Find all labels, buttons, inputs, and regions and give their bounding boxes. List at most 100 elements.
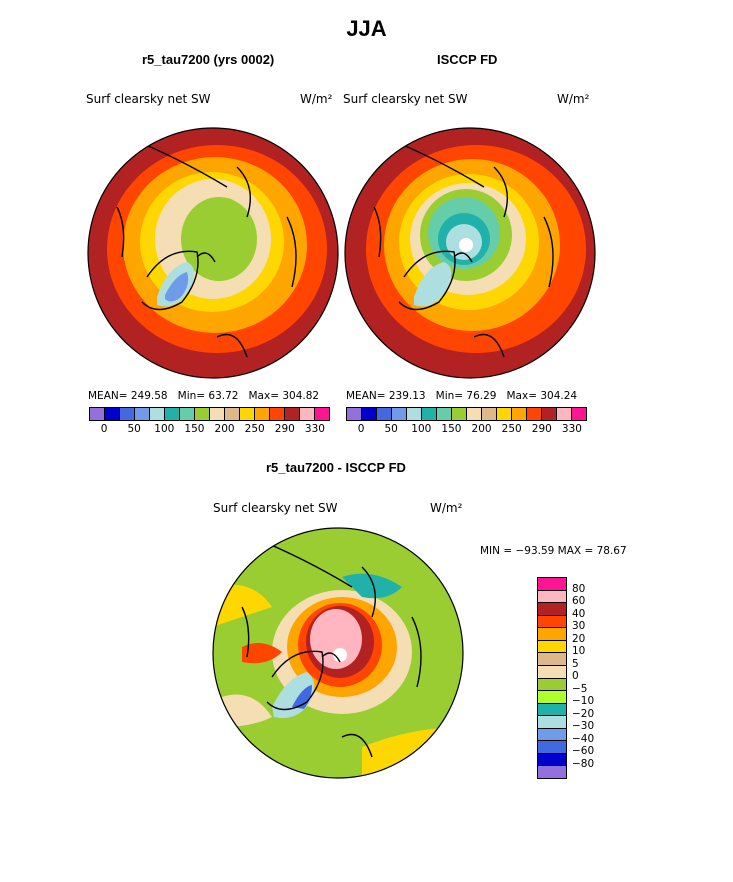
colorbar-tick-label: 150 [184,423,205,435]
colorbar-tick-label: 5 [572,657,579,670]
diff-panel-units: W/m² [430,501,463,515]
colorbar-swatch [538,728,566,742]
left-min-value: 63.72 [208,390,239,402]
colorbar-swatch [120,408,135,420]
diff-colorbar-swatches [537,577,567,779]
colorbar-swatch [538,741,566,754]
diff-minmax: MIN = −93.59 MAX = 78.67 [480,545,627,557]
right-max-label: Max= [506,390,538,402]
colorbar-swatch [538,603,566,616]
colorbar-swatch [572,408,586,420]
colorbar-swatch [538,691,566,704]
left-mean-value: 249.58 [130,390,168,402]
colorbar-tick-label: 250 [244,423,265,435]
right-min-value: 76.29 [466,390,497,402]
colorbar-tick-label: 10 [572,645,586,657]
left-stats: MEAN= 249.58 Min= 63.72 Max= 304.82 [88,390,319,402]
right-min-label: Min= [435,390,464,402]
colorbar-swatch [377,408,392,420]
colorbar-swatch [347,408,362,420]
colorbar-swatch [407,408,422,420]
colorbar-swatch [392,408,407,420]
right-panel-subtitle: ISCCP FD [437,52,498,67]
colorbar-tick-label: 330 [561,423,582,435]
colorbar-tick-label: −30 [572,720,595,732]
left-colorbar: 0 50 100 150 200 250 290 330 [89,407,330,435]
colorbar-swatch [538,578,566,591]
colorbar-tick-label: −80 [572,757,595,770]
colorbar-swatch [538,703,566,717]
colorbar-tick-label: 80 [572,582,586,595]
colorbar-swatch [210,408,225,420]
colorbar-swatch [497,408,512,420]
left-panel-field-label: Surf clearsky net SW [86,92,211,106]
left-min-label: Min= [177,390,206,402]
left-mean-label: MEAN= [88,390,128,402]
right-colorbar-swatches [346,407,587,421]
colorbar-swatch [150,408,165,420]
colorbar-swatch [538,678,566,692]
diff-colorbar-ticks: 80 60 40 30 20 10 5 0 −5 −10 −20 −30 −40 −60 −80 [572,577,612,777]
colorbar-swatch [225,408,240,420]
right-max-value: 304.24 [540,390,578,402]
right-panel-units: W/m² [557,92,590,106]
colorbar-swatch [538,665,566,679]
right-mean-label: MEAN= [346,390,386,402]
colorbar-tick-label: 100 [411,423,432,435]
diff-panel-subtitle: r5_tau7200 - ISCCP FD [266,460,406,475]
colorbar-swatch [538,753,566,767]
right-colorbar: 0 50 100 150 200 250 290 330 [346,407,587,435]
colorbar-swatch [538,653,566,666]
colorbar-tick-label: 290 [274,423,295,435]
colorbar-tick-label: 40 [572,607,586,620]
colorbar-tick-label: −5 [572,682,588,695]
colorbar-tick-label: −40 [572,732,595,745]
colorbar-swatch [538,766,566,778]
right-mean-value: 239.13 [388,390,426,402]
colorbar-swatch [452,408,467,420]
colorbar-swatch [285,408,300,420]
colorbar-swatch [527,408,542,420]
right-stats: MEAN= 239.13 Min= 76.29 Max= 304.24 [346,390,577,402]
colorbar-swatch [538,590,566,604]
colorbar-swatch [195,408,210,420]
colorbar-tick-label: 60 [572,595,586,607]
colorbar-tick-label: 0 [100,423,108,435]
colorbar-tick-label: 200 [471,423,492,435]
colorbar-tick-label: −20 [572,707,595,720]
colorbar-swatch [482,408,497,420]
colorbar-swatch [105,408,120,420]
colorbar-swatch [270,408,285,420]
colorbar-tick-label: −10 [572,695,595,707]
colorbar-swatch [315,408,329,420]
colorbar-swatch [362,408,377,420]
colorbar-tick-label: 0 [572,670,579,682]
colorbar-swatch [437,408,452,420]
colorbar-tick-label: 100 [154,423,175,435]
colorbar-swatch [467,408,482,420]
colorbar-swatch [538,615,566,629]
left-max-label: Max= [248,390,280,402]
diff-panel-field-label: Surf clearsky net SW [213,501,338,515]
colorbar-tick-label: 50 [127,423,141,435]
colorbar-swatch [538,640,566,654]
colorbar-tick-label: 150 [441,423,462,435]
colorbar-tick-label: 0 [357,423,365,435]
colorbar-swatch [180,408,195,420]
left-panel-units: W/m² [300,92,333,106]
colorbar-swatch [90,408,105,420]
diff-colorbar [537,577,567,779]
colorbar-tick-label: 30 [572,620,586,632]
left-max-value: 304.82 [282,390,320,402]
colorbar-tick-label: 290 [531,423,552,435]
colorbar-swatch [557,408,572,420]
figure-title: JJA [346,16,387,41]
diff-polar-map [212,527,464,779]
colorbar-tick-label: −60 [572,745,595,757]
right-colorbar-ticks: 0 50 100 150 200 250 290 330 [346,421,587,435]
colorbar-swatch [165,408,180,420]
colorbar-swatch [538,628,566,641]
colorbar-tick-label: 20 [572,632,586,645]
colorbar-swatch [300,408,315,420]
colorbar-tick-label: 50 [384,423,398,435]
